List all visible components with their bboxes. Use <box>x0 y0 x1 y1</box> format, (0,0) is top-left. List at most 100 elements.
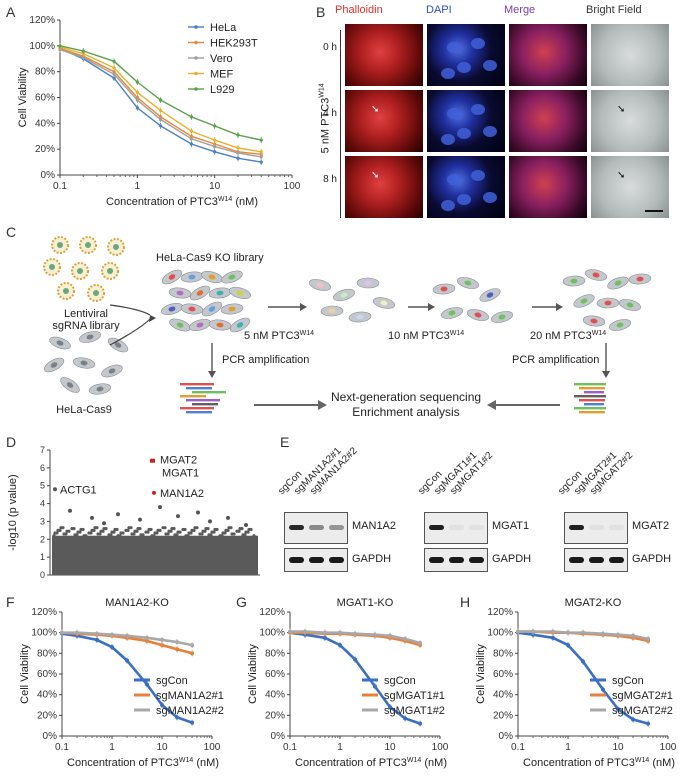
nucleus <box>441 200 455 211</box>
arrow-marker-icon: ➘ <box>617 170 626 181</box>
selection-arrow-3-head <box>556 303 563 311</box>
target-band <box>469 525 484 530</box>
cell-nucleus <box>626 302 634 308</box>
cell-nucleus <box>208 306 216 312</box>
x-axis-label-unit: (nM) <box>649 757 675 769</box>
blot-target-label: MAN1A2 <box>352 520 397 532</box>
blot-control-box <box>284 548 348 572</box>
side-label-main: 5 nM PTC3 <box>319 97 332 154</box>
surviving-cell-round1 <box>348 311 372 323</box>
gene-point <box>102 526 106 531</box>
panel-label-g: G <box>236 594 247 610</box>
gene-point <box>201 529 205 533</box>
gene-point <box>62 532 66 536</box>
y-axis-label: -log10 (p value) <box>7 474 19 550</box>
gene-point <box>87 531 91 535</box>
blot-control-label: GAPDH <box>352 553 392 565</box>
sequence-read-right <box>584 403 604 406</box>
cell-nucleus <box>498 314 506 320</box>
hela-cas9-cell <box>60 377 80 393</box>
lentivirus-core <box>85 242 91 248</box>
target-band <box>429 525 444 530</box>
x-axis-label-unit: (nM) <box>421 757 447 769</box>
panel-a-chart: 0% 20% 40% 60% 80% 100% 120% 0.1 1 10 100 Cell Viab… <box>17 15 300 208</box>
series-line-Vero <box>59 49 262 158</box>
target-band <box>289 525 304 530</box>
nucleus <box>457 62 471 73</box>
y-tick-label: 100% <box>259 628 285 639</box>
x-axis-label-main: Concentration of PTC3 <box>295 757 407 769</box>
gene-point <box>130 532 134 536</box>
cell-nucleus <box>604 300 612 306</box>
legend-label-HEK293T: HEK293T <box>210 38 258 50</box>
cell-nucleus <box>86 334 94 340</box>
legend-marker-Vero <box>194 56 198 60</box>
selection-arrow-1-head <box>300 303 307 311</box>
x-tick-label: 0.1 <box>55 742 69 753</box>
blot-control-box <box>424 548 488 572</box>
surviving-cell-round1 <box>320 305 344 317</box>
gene-point <box>136 526 140 531</box>
nucleus <box>457 128 471 139</box>
cell-nucleus <box>474 312 482 318</box>
legend-label-Vero: Vero <box>210 53 233 65</box>
target-band <box>329 525 344 530</box>
cell-nucleus <box>614 280 622 286</box>
step-label-10nm-sup: W14 <box>450 330 465 337</box>
y-axis-label: Cell Viability <box>17 67 29 127</box>
step-label-5nm: 5 nM PTC3W14 <box>244 330 314 342</box>
pcr-label-right: PCR amplification <box>512 354 599 366</box>
lentivirus-core <box>57 242 63 248</box>
y-axis-label: Cell Viability <box>475 644 487 704</box>
y-tick-label: 3 <box>40 516 45 526</box>
cell-nucleus <box>80 360 88 366</box>
y-tick-label: 2 <box>40 534 45 544</box>
x-axis-label: Concentration of PTC3W14 (nM) <box>67 757 219 769</box>
micrograph-bright-field-4h: ➘ <box>591 90 669 152</box>
y-tick-label: 100% <box>487 628 513 639</box>
cell-nucleus <box>66 382 74 388</box>
cell-nucleus <box>236 290 244 296</box>
gene-point <box>164 532 168 536</box>
x-axis-label-sup: W14 <box>218 196 233 203</box>
nucleus <box>441 134 455 145</box>
gene-point <box>110 530 114 534</box>
ngs-label: Next-generation sequencing <box>331 390 481 404</box>
gene-point <box>198 532 202 536</box>
target-band <box>609 525 624 530</box>
legend-marker-HeLa <box>194 25 198 29</box>
cell-nucleus <box>196 322 204 328</box>
sgrna-library-label: sgRNA library <box>52 320 120 332</box>
blot-target-box <box>284 512 348 544</box>
side-bracket-line <box>340 30 341 218</box>
surviving-cell-round1 <box>308 279 332 291</box>
step-label-20nm-sup: W14 <box>592 330 607 337</box>
gapdh-band <box>569 557 584 563</box>
y-tick-label: 0 <box>40 570 45 580</box>
arrowhead <box>149 315 156 322</box>
gene-point <box>133 529 137 533</box>
sequence-read-left <box>186 399 220 402</box>
step-label-20nm-main: 20 nM PTC3 <box>530 330 592 342</box>
panel-f-chart: 0% 20% 40% 60% 80% 100% 120% 0.1 1 10 100 Cell Viab… <box>19 597 224 769</box>
y-axis-label: Cell Viability <box>247 644 259 704</box>
hela-cas9-cell <box>43 357 65 373</box>
panel-label-f: F <box>6 594 15 610</box>
legend-label-sgMAN1A2#1: sgMAN1A2#1 <box>156 690 224 702</box>
cell-nucleus <box>580 298 588 304</box>
gene-point <box>190 528 194 532</box>
cell-nucleus <box>464 280 472 286</box>
y-tick-label: 20% <box>37 710 57 721</box>
x-tick-label: 100 <box>660 742 677 753</box>
ko-library-cell <box>201 271 223 283</box>
micrograph-dapi-4h <box>427 90 505 152</box>
selection-arrow-2-head <box>428 303 435 311</box>
gene-point <box>184 534 188 538</box>
y-tick-label: 60% <box>265 669 285 680</box>
pcr-arrow-right-head <box>602 371 610 378</box>
blot-target-label: MGAT1 <box>492 520 530 532</box>
gene-point <box>56 528 60 532</box>
gene-point <box>176 530 180 534</box>
x-tick-label: 10 <box>209 181 221 192</box>
cell-nucleus <box>328 308 336 314</box>
